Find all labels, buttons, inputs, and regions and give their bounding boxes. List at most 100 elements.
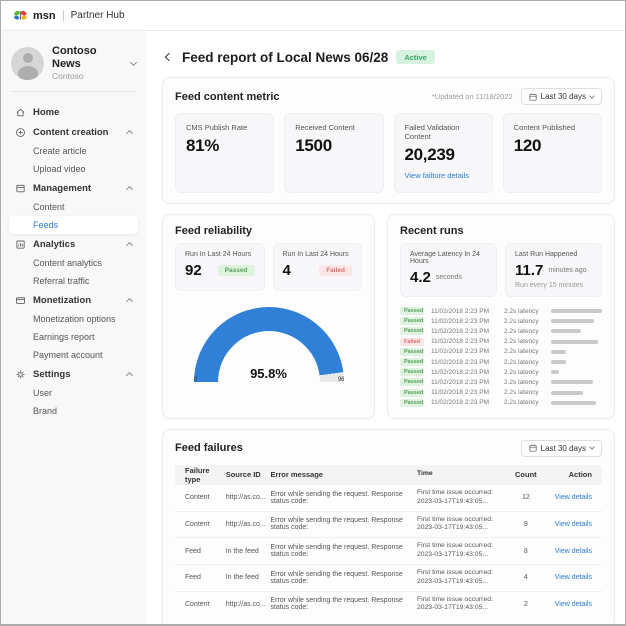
view-details-link[interactable]: View details <box>554 494 592 502</box>
bar-chart-icon <box>15 239 26 250</box>
view-details-link[interactable]: View details <box>554 547 592 555</box>
sidebar-item-home[interactable]: Home <box>9 102 138 122</box>
gauge-value: 95.8% <box>250 366 287 381</box>
sidebar: Contoso News Contoso Home Conten <box>1 31 146 624</box>
run-status-badge: Passed <box>400 347 424 356</box>
run-row: Failed 11/02/2018 2:23 PM 2.2s latency <box>400 337 602 347</box>
reliability-title: Feed reliability <box>175 225 253 237</box>
chevron-up-icon <box>125 372 134 380</box>
run-row: Passed 11/02/2018 2:23 PM 2.2s latency <box>400 306 602 316</box>
gauge-max-label: 96 <box>337 377 344 383</box>
org-name: Contoso News <box>52 45 97 71</box>
metrics-title: Feed content metric <box>175 90 280 103</box>
reliability-gauge: 95.8% 0 96 <box>193 307 344 383</box>
gear-icon <box>15 369 26 380</box>
view-failure-details-link[interactable]: View failture details <box>404 171 469 180</box>
runs-failed-stat: Run In Last 24 Hours 4 Failed <box>272 243 362 291</box>
run-status-badge: Passed <box>400 358 424 367</box>
status-badge: Active <box>396 50 435 64</box>
run-duration-bar <box>551 370 559 375</box>
run-duration-bar <box>551 360 567 365</box>
product-name: Partner Hub <box>70 10 125 21</box>
run-status-badge: Passed <box>400 368 424 377</box>
org-subtitle: Contoso <box>52 71 84 82</box>
run-duration-bar <box>551 349 567 354</box>
run-duration-bar <box>551 319 594 324</box>
run-row: Passed 11/02/2018 2:23 PM 2.2s latency <box>400 388 602 398</box>
run-row: Passed 11/02/2018 2:23 PM 2.2s latency <box>400 347 602 357</box>
sidebar-section-settings[interactable]: Settings <box>9 364 138 384</box>
last-run-stat: Last Run Happened 11.7 minutes ago Run e… <box>505 243 602 297</box>
brand-divider <box>62 10 64 21</box>
run-row: Passed 11/02/2018 2:23 PM 2.2s latency <box>400 326 602 336</box>
view-details-link[interactable]: View details <box>554 520 592 528</box>
run-row: Passed 11/02/2018 2:23 PM 2.2s latency <box>400 316 602 326</box>
failures-table: Failure type Source ID Error message Tim… <box>175 464 602 617</box>
metric-cms-publish-rate: CMS Publish Rate 81% <box>175 113 275 193</box>
run-status-badge: Passed <box>400 307 424 316</box>
sidebar-item-referral-traffic[interactable]: Referral traffic <box>33 276 90 287</box>
run-duration-bar <box>551 400 596 405</box>
metric-received-content: Received Content 1500 <box>284 113 384 193</box>
view-details-link[interactable]: View details <box>554 600 592 608</box>
run-duration-bar <box>551 339 598 344</box>
back-button[interactable] <box>164 52 174 62</box>
run-status-badge: Passed <box>400 327 424 336</box>
failed-badge: Failed <box>319 265 352 276</box>
chevron-up-icon <box>125 298 134 306</box>
sidebar-item-content[interactable]: Content <box>33 202 65 213</box>
org-switcher[interactable]: Contoso News Contoso <box>1 41 146 91</box>
sidebar-section-analytics[interactable]: Analytics <box>9 234 138 254</box>
run-status-badge: Passed <box>400 398 424 407</box>
recent-runs-title: Recent runs <box>400 225 464 237</box>
run-row: Passed 11/02/2018 2:23 PM 2.2s latency <box>400 367 602 377</box>
metric-failed-validation: Failed Validation Content 20,239 View fa… <box>393 113 493 193</box>
runs-passed-stat: Run In Last 24 Hours 92 Passed <box>175 243 265 291</box>
table-row: Feed In the feed Error while sending the… <box>175 565 602 592</box>
table-header-row: Failure type Source ID Error message Tim… <box>175 464 602 485</box>
org-avatar <box>11 46 44 80</box>
sidebar-item-payment-account[interactable]: Payment account <box>33 350 103 361</box>
sidebar-item-feeds[interactable]: Feeds <box>9 216 138 235</box>
chevron-up-icon <box>125 242 134 250</box>
sidebar-section-monetization[interactable]: Monetization <box>9 290 138 310</box>
sidebar-item-create-article[interactable]: Create article <box>33 146 87 157</box>
run-duration-bar <box>551 390 583 395</box>
msn-butterfly-icon <box>13 10 28 21</box>
chevron-down-icon <box>129 58 138 66</box>
run-duration-bar <box>551 309 602 314</box>
run-duration-bar <box>551 380 593 385</box>
main-content: Feed report of Local News 06/28 Active F… <box>146 31 625 624</box>
sidebar-nav: Home Content creation Create article Upl… <box>1 100 146 422</box>
chevron-up-icon <box>125 130 134 138</box>
failures-range-dropdown[interactable]: Last 30 days <box>520 439 602 457</box>
updated-timestamp: *Updated on 11/18/2022 <box>431 92 513 101</box>
avg-latency-stat: Average Latency In 24 Hours 4.2 seconds <box>400 243 497 297</box>
calendar-icon <box>529 445 537 452</box>
chevron-up-icon <box>125 186 134 194</box>
run-status-badge: Failed <box>400 337 424 346</box>
sidebar-item-earnings-report[interactable]: Earnings report <box>33 332 95 343</box>
run-status-badge: Passed <box>400 317 424 326</box>
chevron-down-icon <box>589 92 595 99</box>
sidebar-item-upload-video[interactable]: Upload video <box>33 164 86 175</box>
sidebar-section-content-creation[interactable]: Content creation <box>9 122 138 142</box>
brand-name: msn <box>33 9 56 22</box>
metrics-range-dropdown[interactable]: Last 30 days <box>520 88 602 105</box>
view-details-link[interactable]: View details <box>554 574 592 582</box>
sidebar-item-brand[interactable]: Brand <box>33 406 58 417</box>
sidebar-section-management[interactable]: Management <box>9 178 138 198</box>
run-row: Passed 11/02/2018 2:23 PM 2.2s latency <box>400 398 602 408</box>
run-status-badge: Passed <box>400 378 424 387</box>
sidebar-item-content-analytics[interactable]: Content analytics <box>33 258 103 269</box>
failures-title: Feed failures <box>175 442 243 455</box>
recent-runs-card: Recent runs Average Latency In 24 Hours … <box>387 214 615 419</box>
sidebar-item-monetization-options[interactable]: Monetization options <box>33 314 116 325</box>
gauge-min-label: 0 <box>193 377 197 383</box>
table-row: Feed In the feed Error while sending the… <box>175 538 602 565</box>
table-row: Content http://as.co... Error while send… <box>175 485 602 512</box>
sidebar-item-user[interactable]: User <box>33 388 53 399</box>
run-duration-bar <box>551 329 581 334</box>
feed-content-metric-card: Feed content metric *Updated on 11/18/20… <box>162 77 615 204</box>
